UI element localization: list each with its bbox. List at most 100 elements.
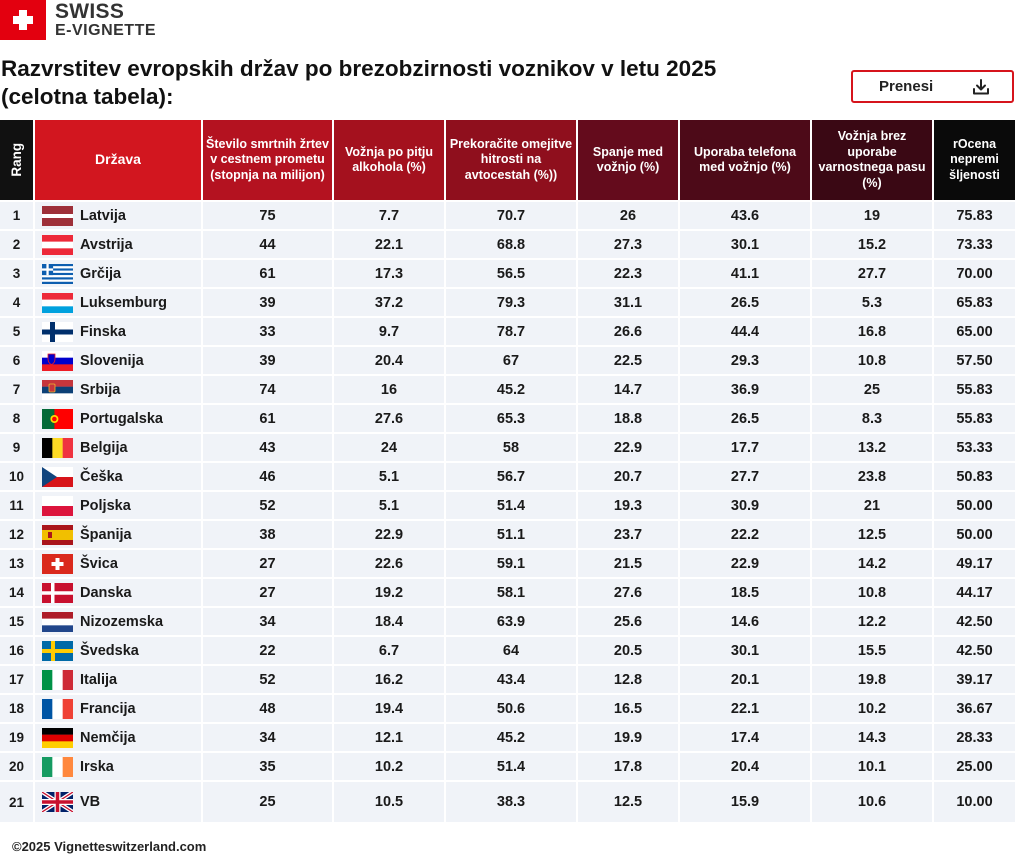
download-button[interactable]: Prenesi xyxy=(851,70,1014,103)
phone-use-cell: 43.6 xyxy=(680,200,812,229)
rank-cell: 12 xyxy=(0,519,35,548)
phone-use-cell: 15.9 xyxy=(680,780,812,822)
recklessness-score-cell: 50.83 xyxy=(934,461,1015,490)
speeding-cell: 51.1 xyxy=(446,519,578,548)
phone-use-cell: 29.3 xyxy=(680,345,812,374)
drink-driving-cell: 22.6 xyxy=(334,548,446,577)
header-rank[interactable]: Rang xyxy=(0,120,35,200)
table-row: 11 Poljska 52 5.1 51.4 19.3 30.9 21 50.00 xyxy=(0,490,1015,519)
no-seatbelt-cell: 10.8 xyxy=(812,577,934,606)
phone-use-cell: 22.1 xyxy=(680,693,812,722)
country-cell: Grčija xyxy=(35,258,203,287)
rank-cell: 18 xyxy=(0,693,35,722)
drink-driving-cell: 7.7 xyxy=(334,200,446,229)
rank-cell: 1 xyxy=(0,200,35,229)
header-sleeping[interactable]: Spanje med vožnjo (%) xyxy=(578,120,680,200)
sleeping-cell: 12.8 xyxy=(578,664,680,693)
table-row: 19 Nemčija 34 12.1 45.2 19.9 17.4 14.3 28.33 xyxy=(0,722,1015,751)
header-recklessness-score[interactable]: rOcena nepremi šljenosti xyxy=(934,120,1015,200)
country-name: Belgija xyxy=(80,439,128,456)
swiss-cross-icon xyxy=(0,0,46,40)
table-row: 7 Srbija 74 16 45.2 14.7 36.9 25 55.83 xyxy=(0,374,1015,403)
table-row: 16 Švedska 22 6.7 64 20.5 30.1 15.5 42.50 xyxy=(0,635,1015,664)
table-row: 12 Španija 38 22.9 51.1 23.7 22.2 12.5 50.00 xyxy=(0,519,1015,548)
table-row: 5 Finska 33 9.7 78.7 26.6 44.4 16.8 65.00 xyxy=(0,316,1015,345)
header-no-seatbelt[interactable]: Vožnja brez uporabe varnostnega pasu (%) xyxy=(812,120,934,200)
speeding-cell: 45.2 xyxy=(446,722,578,751)
speeding-cell: 43.4 xyxy=(446,664,578,693)
drink-driving-cell: 22.1 xyxy=(334,229,446,258)
brand-logo[interactable]: SWISS E-VIGNETTE xyxy=(0,0,156,40)
country-cell: Avstrija xyxy=(35,229,203,258)
country-name: Finska xyxy=(80,323,126,340)
country-cell: Švedska xyxy=(35,635,203,664)
country-cell: Francija xyxy=(35,693,203,722)
country-name: Irska xyxy=(80,758,114,775)
ireland-flag xyxy=(42,756,73,777)
phone-use-cell: 22.2 xyxy=(680,519,812,548)
phone-use-cell: 36.9 xyxy=(680,374,812,403)
no-seatbelt-cell: 15.2 xyxy=(812,229,934,258)
denmark-flag xyxy=(42,582,73,603)
speeding-cell: 38.3 xyxy=(446,780,578,822)
country-name: Španija xyxy=(80,526,132,543)
greece-flag xyxy=(42,263,73,284)
country-name: Francija xyxy=(80,700,136,717)
phone-use-cell: 44.4 xyxy=(680,316,812,345)
country-name: VB xyxy=(80,794,101,810)
country-name: Švica xyxy=(80,555,118,572)
sleeping-cell: 27.3 xyxy=(578,229,680,258)
speeding-cell: 79.3 xyxy=(446,287,578,316)
no-seatbelt-cell: 5.3 xyxy=(812,287,934,316)
phone-use-cell: 17.4 xyxy=(680,722,812,751)
header-phone-use[interactable]: Uporaba telefona med vožnjo (%) xyxy=(680,120,812,200)
table-row: 1 Latvija 75 7.7 70.7 26 43.6 19 75.83 xyxy=(0,200,1015,229)
drink-driving-cell: 16.2 xyxy=(334,664,446,693)
recklessness-score-cell: 39.17 xyxy=(934,664,1015,693)
country-cell: Češka xyxy=(35,461,203,490)
latvia-flag xyxy=(42,205,73,226)
table-row: 2 Avstrija 44 22.1 68.8 27.3 30.1 15.2 73.33 xyxy=(0,229,1015,258)
table-row: 14 Danska 27 19.2 58.1 27.6 18.5 10.8 44.17 xyxy=(0,577,1015,606)
drink-driving-cell: 18.4 xyxy=(334,606,446,635)
sleeping-cell: 18.8 xyxy=(578,403,680,432)
czechia-flag xyxy=(42,466,73,487)
phone-use-cell: 30.9 xyxy=(680,490,812,519)
sleeping-cell: 27.6 xyxy=(578,577,680,606)
header-country[interactable]: Država xyxy=(35,120,203,200)
speeding-cell: 68.8 xyxy=(446,229,578,258)
header-speeding[interactable]: Prekoračite omejitve hitrosti na avtoces… xyxy=(446,120,578,200)
logo-line-1: SWISS xyxy=(55,0,125,23)
recklessness-score-cell: 49.17 xyxy=(934,548,1015,577)
header-fatalities[interactable]: Število smrtnih žrtev v cestnem prometu … xyxy=(203,120,334,200)
speeding-cell: 51.4 xyxy=(446,490,578,519)
drink-driving-cell: 22.9 xyxy=(334,519,446,548)
country-cell: Finska xyxy=(35,316,203,345)
austria-flag xyxy=(42,234,73,255)
no-seatbelt-cell: 16.8 xyxy=(812,316,934,345)
country-name: Nemčija xyxy=(80,729,136,746)
drink-driving-cell: 6.7 xyxy=(334,635,446,664)
speeding-cell: 50.6 xyxy=(446,693,578,722)
phone-use-cell: 26.5 xyxy=(680,287,812,316)
speeding-cell: 67 xyxy=(446,345,578,374)
header-drink-driving[interactable]: Vožnja po pitju alkohola (%) xyxy=(334,120,446,200)
phone-use-cell: 14.6 xyxy=(680,606,812,635)
fatalities-cell: 25 xyxy=(203,780,334,822)
sleeping-cell: 26.6 xyxy=(578,316,680,345)
table-row: 4 Luksemburg 39 37.2 79.3 31.1 26.5 5.3 65.83 xyxy=(0,287,1015,316)
country-cell: Švica xyxy=(35,548,203,577)
phone-use-cell: 27.7 xyxy=(680,461,812,490)
country-name: Latvija xyxy=(80,207,126,224)
sleeping-cell: 19.9 xyxy=(578,722,680,751)
rank-cell: 10 xyxy=(0,461,35,490)
no-seatbelt-cell: 10.2 xyxy=(812,693,934,722)
rank-cell: 13 xyxy=(0,548,35,577)
table-row: 21 VB 25 10.5 38.3 12.5 15.9 10.6 10.00 xyxy=(0,780,1015,822)
sleeping-cell: 20.7 xyxy=(578,461,680,490)
portugal-flag xyxy=(42,408,73,429)
recklessness-score-cell: 42.50 xyxy=(934,606,1015,635)
country-name: Češka xyxy=(80,468,123,485)
sleeping-cell: 16.5 xyxy=(578,693,680,722)
speeding-cell: 59.1 xyxy=(446,548,578,577)
